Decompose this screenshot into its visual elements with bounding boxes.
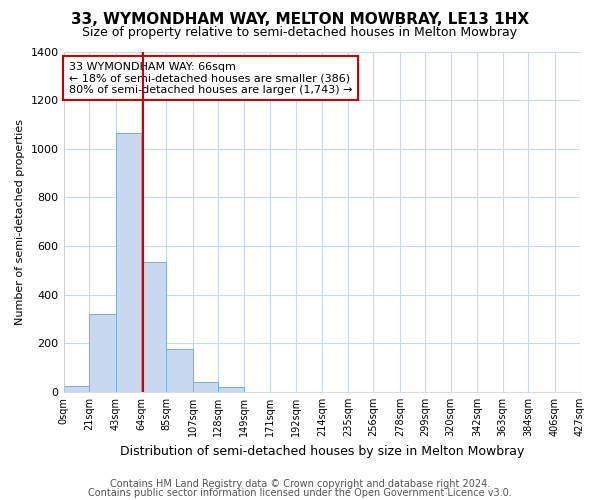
- Y-axis label: Number of semi-detached properties: Number of semi-detached properties: [15, 118, 25, 324]
- X-axis label: Distribution of semi-detached houses by size in Melton Mowbray: Distribution of semi-detached houses by …: [119, 444, 524, 458]
- Text: 33 WYMONDHAM WAY: 66sqm
← 18% of semi-detached houses are smaller (386)
80% of s: 33 WYMONDHAM WAY: 66sqm ← 18% of semi-de…: [69, 62, 352, 95]
- Bar: [193, 382, 218, 392]
- Text: Contains HM Land Registry data © Crown copyright and database right 2024.: Contains HM Land Registry data © Crown c…: [110, 479, 490, 489]
- Bar: [141, 262, 166, 392]
- Text: Contains public sector information licensed under the Open Government Licence v3: Contains public sector information licen…: [88, 488, 512, 498]
- Bar: [116, 133, 141, 392]
- Bar: [166, 350, 193, 392]
- Bar: [89, 314, 116, 392]
- Bar: [218, 387, 244, 392]
- Bar: [64, 386, 89, 392]
- Text: 33, WYMONDHAM WAY, MELTON MOWBRAY, LE13 1HX: 33, WYMONDHAM WAY, MELTON MOWBRAY, LE13 …: [71, 12, 529, 28]
- Text: Size of property relative to semi-detached houses in Melton Mowbray: Size of property relative to semi-detach…: [82, 26, 518, 39]
